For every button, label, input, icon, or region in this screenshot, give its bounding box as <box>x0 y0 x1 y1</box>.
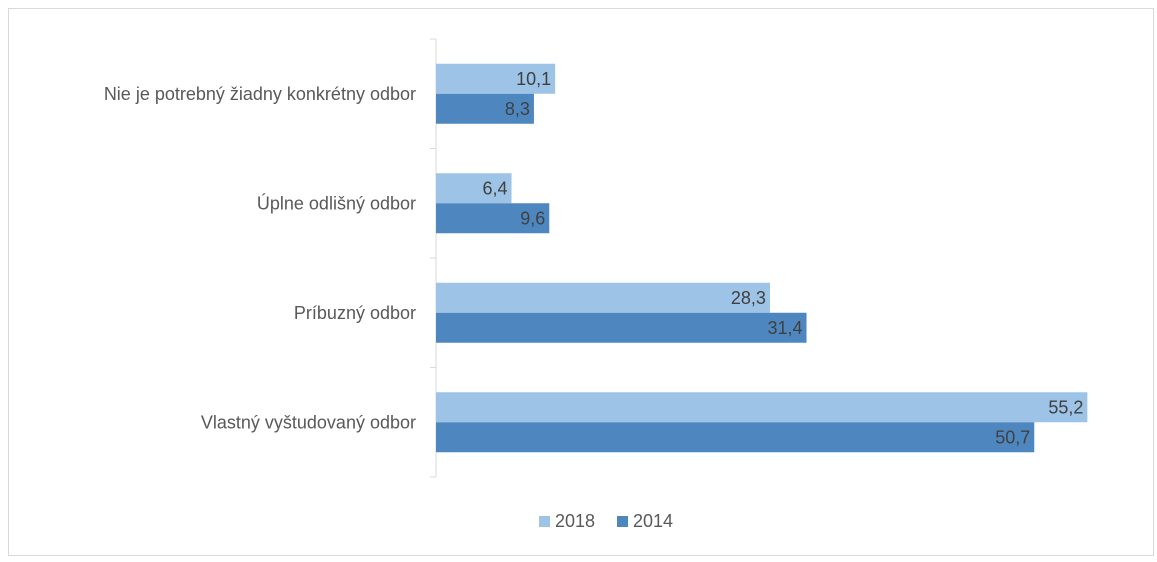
bar-2014 <box>436 93 534 124</box>
category-label-group: Nie je potrebný žiadny konkrétny odbor Úp… <box>104 84 416 433</box>
data-label-2014: 50,7 <box>995 427 1030 447</box>
legend-swatch-2014 <box>617 516 628 527</box>
category-axis <box>430 38 437 478</box>
data-label-group: 10,1 8,3 6,4 9,6 28,331,4 55,2 50,7 <box>482 69 1083 448</box>
data-label-2018: 10,1 <box>516 69 551 89</box>
data-label-2014: 31,4 <box>767 318 802 338</box>
category-label: Príbuzný odbor <box>294 303 416 323</box>
data-label-2018: 28,3 <box>731 288 766 308</box>
legend-label-2014: 2014 <box>633 511 673 531</box>
bar-chart: 10,1 8,3 6,4 9,6 28,331,4 55,2 50,7 Nie je pot… <box>104 38 1088 531</box>
chart-frame: 10,1 8,3 6,4 9,6 28,3 31,4 55,2 50,7 Nie je pot… <box>8 8 1154 556</box>
legend-label-2018: 2018 <box>555 511 595 531</box>
category-label: Úplne odlišný odbor <box>257 192 416 213</box>
data-label-2014: 8,3 <box>505 99 530 119</box>
category-label: Nie je potrebný žiadny konkrétny odbor <box>104 84 416 104</box>
bar-2018 <box>436 173 512 204</box>
bar-2018 <box>436 392 1088 423</box>
category-label: Vlastný vyštudovaný odbor <box>201 412 416 432</box>
legend: 2018 2014 <box>539 511 673 531</box>
data-label-2018: 6,4 <box>482 178 507 198</box>
bar-2014 <box>436 312 807 343</box>
bar-group <box>436 63 1088 453</box>
data-label-2014: 9,6 <box>520 208 545 228</box>
bar-2018 <box>436 63 556 94</box>
legend-swatch-2018 <box>539 516 550 527</box>
bar-2014 <box>436 422 1035 453</box>
bar-2014 <box>436 203 550 234</box>
data-label-2018: 55,2 <box>1048 397 1083 417</box>
bar-2018 <box>436 282 770 313</box>
